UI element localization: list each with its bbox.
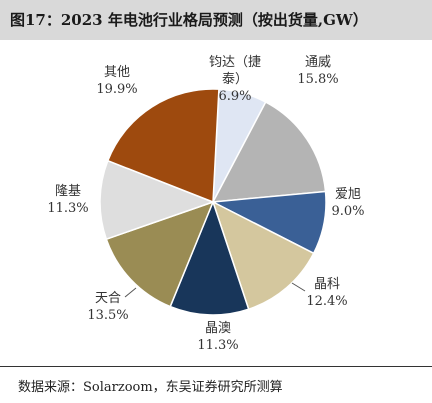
title-bar: 图17：2023 年电池行业格局预测（按出货量,GW） (0, 0, 432, 40)
slice-name-label: 晶澳 (205, 320, 231, 336)
pie-slice (169, 199, 250, 316)
source-note: 数据来源：Solarzoom，东吴证券研究所测算 (18, 380, 283, 395)
pie-slice (99, 159, 216, 241)
slice-value-label: 12.4% (306, 294, 347, 309)
pie-slice (105, 200, 215, 308)
leader-line (291, 282, 306, 292)
chart-area: 钧达（捷泰） 6.9% 通威 15.8% 爱旭 9.0% 晶科 12.4% 晶澳 11.3% 天合 1… (0, 40, 432, 365)
slice-value-label: 6.9% (218, 89, 251, 104)
slice-name-label: 晶科 (314, 277, 340, 292)
slice-name-label: 爱旭 (335, 187, 361, 202)
pie-slice (211, 200, 315, 311)
slice-value-label: 15.8% (297, 72, 338, 87)
pie-slice (211, 101, 327, 203)
leader-line (124, 287, 137, 298)
pie-slice (106, 88, 220, 204)
slice-value-label: 19.9% (96, 82, 137, 97)
slice-value-label: 11.3% (47, 201, 88, 216)
slice-name-label: 其他 (104, 65, 130, 80)
slice-name-label: 天合 (95, 291, 121, 306)
slice-name-label: 泰） (222, 72, 248, 87)
slice-name-label: 通威 (305, 55, 331, 70)
slice-name-label: 隆基 (55, 184, 81, 199)
divider (0, 366, 432, 367)
pie-chart: 钧达（捷泰） 6.9% 通威 15.8% 爱旭 9.0% 晶科 12.4% 晶澳 11.3% 天合 1… (47, 55, 364, 353)
slice-value-label: 11.3% (197, 338, 238, 353)
slice-value-label: 9.0% (331, 204, 364, 219)
slice-value-label: 13.5% (87, 308, 128, 323)
slice-name-label: 钧达（捷 (209, 55, 261, 70)
chart-title: 图17：2023 年电池行业格局预测（按出货量,GW） (10, 11, 368, 29)
